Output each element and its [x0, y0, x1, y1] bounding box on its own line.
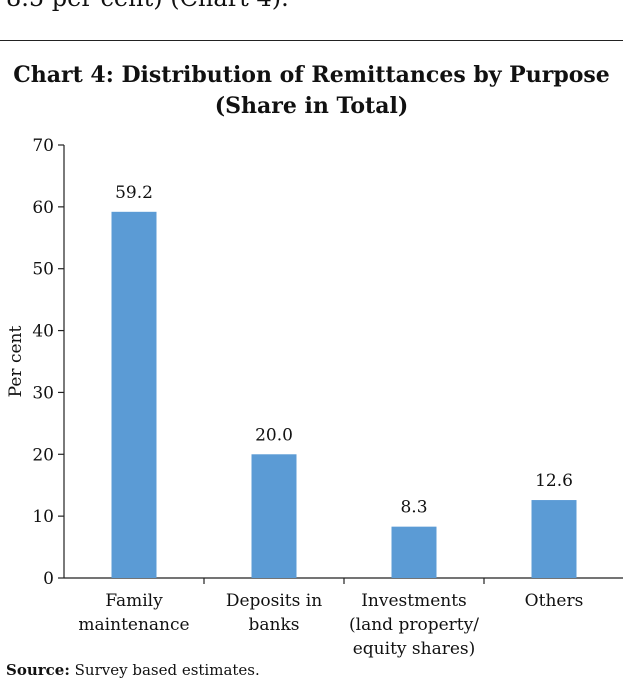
bar-value-label-1: 20.0 — [255, 425, 293, 445]
bar-1 — [251, 454, 297, 578]
x-category-label-2-1: (land property/ — [349, 615, 479, 635]
x-category-label-1-1: banks — [249, 615, 300, 635]
x-category-label-0-0: Family — [105, 591, 163, 611]
x-category-label-2-0: Investments — [361, 591, 467, 611]
bar-0 — [111, 211, 157, 578]
chart-title: Chart 4: Distribution of Remittances by … — [0, 60, 623, 122]
x-category-label-0-1: maintenance — [78, 615, 189, 635]
source-note: Source: Survey based estimates. — [6, 661, 260, 679]
bar-chart: 0 10 20 30 40 50 60 70 Per cent 59.2 Family mainten… — [6, 136, 623, 659]
x-category-label-3-0: Others — [525, 591, 584, 611]
source-label: Source: — [6, 661, 70, 679]
x-category-label-2-2: equity shares) — [353, 639, 476, 659]
chart-title-line-2: (Share in Total) — [214, 93, 409, 119]
y-tick-label-3: 30 — [32, 383, 54, 403]
y-tick-label-6: 60 — [32, 198, 54, 218]
bar-value-label-0: 59.2 — [115, 183, 153, 203]
preceding-paragraph-text: 8.5 per cent) (Chart 4). — [6, 0, 289, 12]
y-axis-label: Per cent — [6, 326, 26, 398]
y-tick-label-0: 0 — [43, 569, 54, 589]
x-category-label-1-0: Deposits in — [226, 591, 322, 611]
bar-2 — [391, 526, 437, 578]
y-tick-label-1: 10 — [32, 507, 54, 527]
source-text: Survey based estimates. — [69, 661, 260, 679]
top-rule — [0, 40, 623, 41]
bar-value-label-3: 12.6 — [535, 471, 573, 491]
y-tick-label-5: 50 — [32, 260, 54, 280]
y-tick-label-4: 40 — [32, 322, 54, 342]
bar-3 — [531, 500, 577, 578]
y-tick-label-7: 70 — [32, 136, 54, 156]
y-tick-label-2: 20 — [32, 445, 54, 465]
chart-title-line-1: Chart 4: Distribution of Remittances by … — [13, 62, 610, 88]
bar-value-label-2: 8.3 — [400, 498, 427, 518]
